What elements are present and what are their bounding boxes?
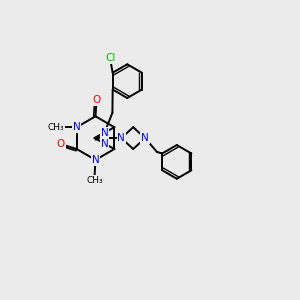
- Text: CH₃: CH₃: [47, 123, 64, 132]
- Text: N: N: [92, 155, 99, 165]
- Text: N: N: [73, 122, 80, 132]
- Text: N: N: [100, 139, 108, 148]
- Text: N: N: [117, 133, 125, 143]
- Text: O: O: [57, 139, 65, 149]
- Text: Cl: Cl: [106, 53, 116, 63]
- Text: CH₃: CH₃: [86, 176, 103, 185]
- Text: N: N: [141, 133, 149, 143]
- Text: N: N: [100, 128, 108, 138]
- Text: O: O: [92, 95, 101, 106]
